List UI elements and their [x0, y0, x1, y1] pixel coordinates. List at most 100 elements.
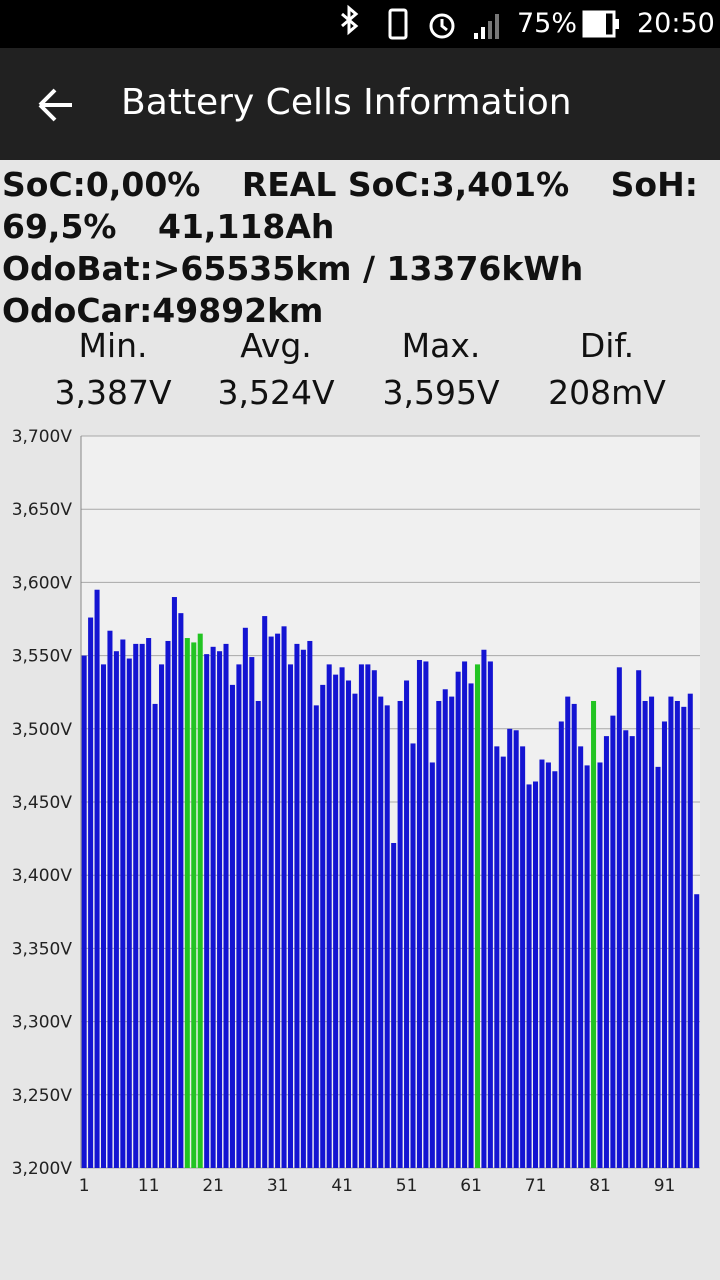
bar — [94, 589, 100, 1168]
bar — [603, 736, 609, 1168]
bar — [526, 784, 532, 1168]
x-tick-label: 31 — [267, 1176, 289, 1196]
bar — [113, 651, 119, 1168]
bar — [236, 664, 242, 1168]
stat-label: Max. — [401, 326, 481, 365]
bar — [552, 771, 558, 1168]
bar — [126, 658, 132, 1168]
x-tick-label: 1 — [79, 1176, 90, 1196]
bar — [661, 721, 667, 1168]
bar — [371, 670, 377, 1168]
bar — [120, 639, 126, 1168]
bar — [268, 636, 274, 1168]
bar — [100, 664, 107, 1168]
bar — [578, 746, 584, 1168]
bar — [133, 643, 139, 1168]
bar — [165, 640, 171, 1168]
stat-value: 3,387V — [54, 373, 172, 412]
bar — [281, 626, 287, 1168]
y-tick-label: 3,450V — [12, 793, 73, 813]
info-item: SoH: 69,5% — [2, 165, 698, 246]
info-item: OdoBat:>65535km / 13376kWh — [2, 249, 584, 288]
bar — [294, 643, 300, 1168]
stat-value: 3,524V — [217, 373, 335, 412]
bar — [378, 696, 384, 1168]
info-item: 41,118Ah — [158, 207, 335, 246]
bar — [623, 730, 629, 1168]
bar — [545, 762, 551, 1168]
status-icons — [341, 4, 619, 40]
bar — [636, 670, 642, 1168]
bar — [532, 781, 539, 1168]
cell-stats: Min. 3,387V Avg. 3,524V Max. 3,595V Dif. 208mV — [0, 322, 720, 422]
bar — [442, 689, 448, 1168]
bar — [320, 684, 326, 1168]
bar — [629, 736, 635, 1168]
bar — [307, 640, 313, 1168]
bar — [694, 894, 700, 1168]
bar — [262, 616, 268, 1168]
bar — [500, 756, 506, 1168]
y-tick-label: 3,700V — [12, 427, 73, 447]
bar — [275, 633, 281, 1168]
bar — [474, 664, 480, 1168]
bar — [146, 638, 152, 1168]
bar — [404, 680, 410, 1168]
back-button[interactable] — [28, 75, 88, 135]
bar — [210, 646, 216, 1168]
bar — [674, 700, 680, 1168]
x-tick-label: 21 — [202, 1176, 224, 1196]
stat-label: Dif. — [579, 326, 635, 365]
bar — [326, 664, 332, 1168]
bar — [139, 643, 145, 1168]
bar — [339, 667, 345, 1168]
bar — [649, 696, 655, 1168]
x-tick-label: 51 — [396, 1176, 418, 1196]
bar — [107, 630, 113, 1168]
x-tick-label: 11 — [138, 1176, 160, 1196]
status-bar: 75% 20:50 — [0, 0, 720, 48]
bar — [597, 762, 603, 1168]
y-tick-label: 3,250V — [12, 1086, 73, 1106]
y-tick-label: 3,350V — [12, 939, 73, 959]
battery-level: 75% — [517, 8, 578, 39]
stat: Max. 3,595V — [358, 322, 524, 416]
bar — [591, 700, 597, 1168]
bar — [462, 661, 468, 1168]
bar — [159, 664, 165, 1168]
x-tick-label: 41 — [331, 1176, 353, 1196]
y-tick-label: 3,300V — [12, 1013, 73, 1033]
stat-value: 3,595V — [382, 373, 500, 412]
bar — [384, 705, 390, 1168]
stat: Dif. 208mV — [524, 322, 690, 416]
bar — [352, 693, 358, 1168]
info-item: SoC:0,00% — [2, 165, 201, 204]
bar — [539, 759, 545, 1168]
bar — [571, 703, 577, 1168]
bar — [558, 721, 564, 1168]
bar — [333, 674, 339, 1168]
bar — [184, 638, 190, 1168]
bar — [468, 683, 474, 1168]
bar — [223, 643, 229, 1168]
y-tick-label: 3,600V — [12, 573, 73, 593]
bar — [681, 706, 687, 1168]
bar — [416, 659, 422, 1168]
bar — [616, 667, 622, 1168]
y-tick-label: 3,650V — [12, 500, 73, 520]
x-tick-label: 61 — [460, 1176, 482, 1196]
bar — [494, 746, 500, 1168]
app-bar: Battery Cells Information — [0, 48, 720, 160]
info-item: OdoCar:49892km — [2, 291, 324, 330]
y-tick-label: 3,200V — [12, 1159, 73, 1179]
bar — [668, 696, 674, 1168]
bar — [358, 664, 364, 1168]
bar — [229, 684, 235, 1168]
bar — [152, 703, 158, 1168]
stat-label: Avg. — [240, 326, 312, 365]
y-tick-label: 3,500V — [12, 720, 73, 740]
bar — [687, 693, 693, 1168]
bar — [178, 613, 184, 1168]
bar — [520, 746, 526, 1168]
